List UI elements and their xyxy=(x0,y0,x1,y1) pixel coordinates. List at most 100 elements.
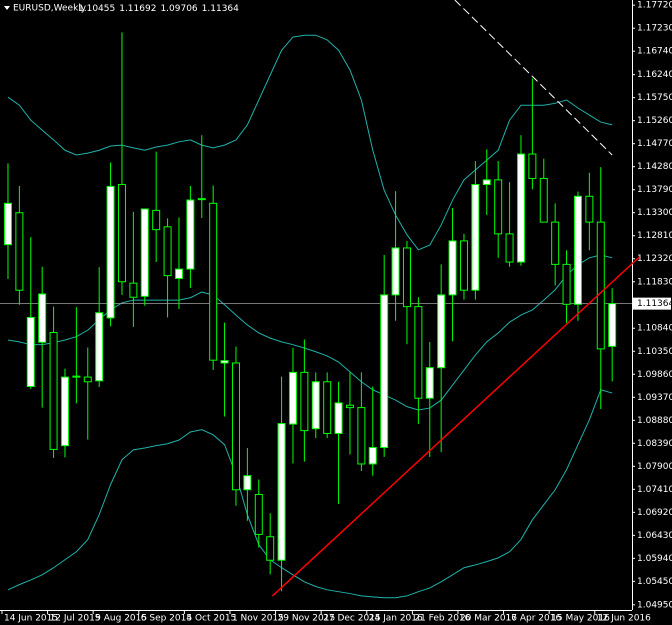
candle-body xyxy=(494,179,503,235)
candle-body xyxy=(49,331,58,450)
ohlc-value: 1.10455 xyxy=(78,4,115,14)
candle-body xyxy=(516,153,525,263)
ohlc-value: 1.09706 xyxy=(160,4,197,14)
candle-body xyxy=(459,240,468,291)
trendline xyxy=(454,0,613,156)
band-line xyxy=(7,34,613,251)
y-tick-label: 1.15750 xyxy=(637,93,672,103)
y-tick-label: 1.06920 xyxy=(637,508,672,518)
ohlc-value: 1.11692 xyxy=(119,4,156,14)
candle-body xyxy=(311,381,320,430)
candle-body xyxy=(414,306,423,399)
x-tick-label: 14 Jun 2015 xyxy=(4,614,58,624)
menu-arrow xyxy=(4,6,10,10)
candle-body xyxy=(528,153,537,179)
chart-title: EURUSD,Weekly xyxy=(13,4,87,14)
y-tick-label: 1.14770 xyxy=(637,139,672,149)
ohlc-readout: 1.10455 1.11692 1.09706 1.11364 xyxy=(78,4,239,14)
candle-body xyxy=(243,475,252,491)
y-tick-label: 1.08390 xyxy=(637,439,672,449)
candle-body xyxy=(117,184,126,283)
candle-body xyxy=(72,375,81,378)
y-tick-label: 1.12810 xyxy=(637,231,672,241)
candle-body xyxy=(323,381,332,434)
y-tick-label: 1.10840 xyxy=(637,324,672,334)
candle-body xyxy=(209,202,218,361)
candle-body xyxy=(402,247,411,308)
y-tick-label: 1.04950 xyxy=(637,600,672,610)
candle-body xyxy=(539,177,548,223)
x-tick-label: 9 Aug 2015 xyxy=(95,614,147,624)
candle-body xyxy=(288,371,297,425)
x-tick-label: 12 Jun 2016 xyxy=(597,614,651,624)
candle-body xyxy=(231,362,240,491)
candle-body xyxy=(277,423,286,561)
y-tick-label: 1.12320 xyxy=(637,254,672,264)
y-tick-label: 1.08880 xyxy=(637,416,672,426)
candle-body xyxy=(140,208,149,297)
x-tick-label: 12 Jul 2015 xyxy=(50,614,101,624)
y-tick-label: 1.17230 xyxy=(637,24,672,34)
x-tick-label: 27 Dec 2015 xyxy=(323,614,381,624)
x-tick-label: 6 Sep 2015 xyxy=(141,614,192,624)
candle-body xyxy=(380,294,389,449)
x-tick-label: 1 Nov 2015 xyxy=(232,614,284,624)
x-tick-label: 15 May 2016 xyxy=(551,614,610,624)
y-tick-label: 1.17720 xyxy=(637,1,672,11)
candle-body xyxy=(596,221,605,350)
candle-body xyxy=(368,447,377,465)
y-tick-label: 1.05940 xyxy=(637,554,672,564)
candle-body xyxy=(448,240,457,296)
candle-body xyxy=(471,184,480,291)
y-tick-label: 1.09370 xyxy=(637,393,672,403)
y-tick-label: 1.11830 xyxy=(637,277,672,287)
y-tick-label: 1.09860 xyxy=(637,370,672,380)
candle-body xyxy=(186,199,195,270)
candle-body xyxy=(357,407,366,465)
x-tick-label: 4 Oct 2015 xyxy=(186,614,236,624)
candle-body xyxy=(391,247,400,296)
candle-body xyxy=(152,209,161,231)
candle-body xyxy=(15,212,24,291)
x-tick-label: 17 Apr 2016 xyxy=(506,614,562,624)
y-tick-label: 1.06430 xyxy=(637,531,672,541)
candle-body xyxy=(573,195,582,305)
candle-body xyxy=(562,263,571,305)
price-label: 1.11364 xyxy=(637,299,672,309)
y-tick-label: 1.13790 xyxy=(637,185,672,195)
price-label-box xyxy=(633,297,671,310)
x-tick-label: 20 Mar 2016 xyxy=(460,614,517,624)
candle-body xyxy=(254,493,263,535)
candle-body xyxy=(437,294,446,369)
candle-body xyxy=(482,179,491,186)
candle-body xyxy=(174,268,183,279)
candle-body xyxy=(197,198,206,201)
band-line xyxy=(7,389,613,599)
x-tick-label: 29 Nov 2015 xyxy=(278,614,336,624)
x-tick-label: 24 Jan 2016 xyxy=(369,614,423,624)
ohlc-value: 1.11364 xyxy=(202,4,239,14)
candle-body xyxy=(106,185,115,319)
candle-body xyxy=(425,367,434,399)
candle-body xyxy=(345,404,354,409)
y-tick-label: 1.07900 xyxy=(637,462,672,472)
candle-body xyxy=(585,195,594,223)
candle-body xyxy=(83,376,92,383)
candle-body xyxy=(26,316,35,387)
candle-body xyxy=(334,402,343,434)
candle-body xyxy=(505,233,514,263)
trendline xyxy=(271,256,641,597)
candle-body xyxy=(220,360,229,364)
y-tick-label: 1.16740 xyxy=(637,47,672,57)
y-tick-label: 1.05450 xyxy=(637,577,672,587)
y-tick-label: 1.10350 xyxy=(637,347,672,357)
x-tick-label: 21 Feb 2016 xyxy=(414,614,470,624)
candle-body xyxy=(60,376,69,447)
candle-body xyxy=(38,293,47,343)
candle-body xyxy=(266,536,275,561)
candle-body xyxy=(608,303,617,347)
candle-body xyxy=(300,371,309,432)
y-tick-label: 1.15260 xyxy=(637,116,672,126)
y-tick-label: 1.13300 xyxy=(637,208,672,218)
